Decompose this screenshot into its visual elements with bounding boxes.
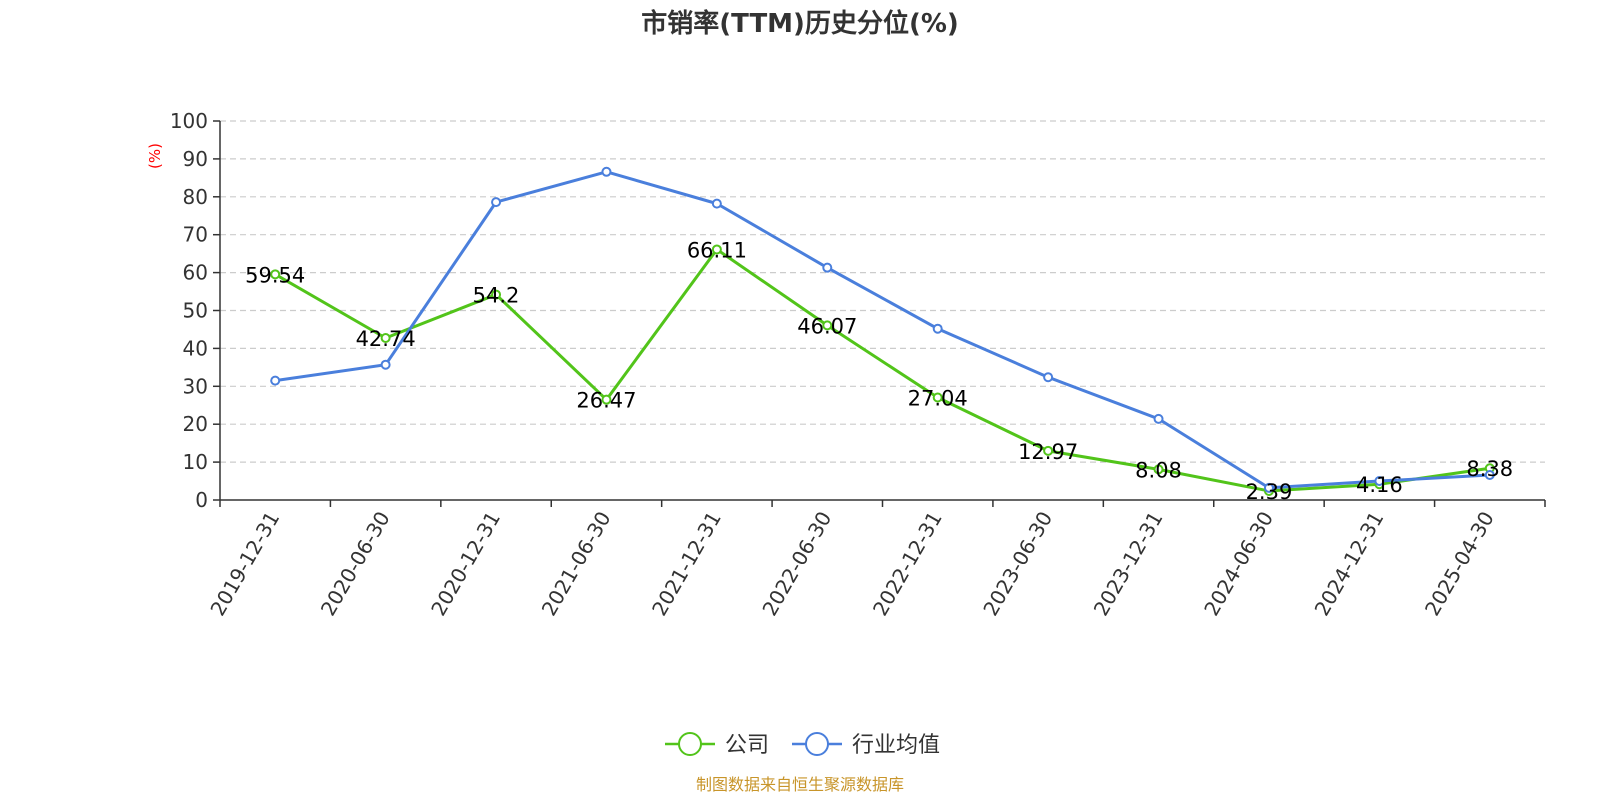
y-tick-label: 90 [183,147,208,171]
x-tick-label: 2024-12-31 [1310,507,1389,620]
data-point [1153,464,1164,475]
data-label: 54.2 [473,284,520,308]
source-note: 制图数据来自恒生聚源数据库 [696,775,904,794]
series-0 [270,244,1495,496]
series-line [274,247,1491,493]
data-label: 12.97 [1018,440,1078,464]
y-tick-label: 10 [183,450,208,474]
x-tick-label: 2019-12-31 [205,507,284,620]
legend-marker [805,732,829,756]
data-point [601,394,612,405]
data-point [932,323,943,334]
legend-item-1[interactable]: 行业均值 [792,732,940,758]
data-labels: 59.54 42.74 54.2 26.47 66.11 46.07 27.04 12.97 8… [245,238,1513,503]
x-tick-label: 2022-06-30 [757,507,836,620]
legend-label: 行业均值 [852,733,940,758]
data-point [932,392,943,403]
series-layer [270,166,1495,496]
grid-lines [220,120,1545,463]
data-label: 4.16 [1356,473,1403,497]
data-point [1153,413,1164,424]
data-point [380,333,391,344]
x-tick-label: 2021-12-31 [647,507,726,620]
x-tick-label: 2023-12-31 [1089,507,1168,620]
x-tick-label: 2024-06-30 [1199,507,1278,620]
x-tick-label: 2022-12-31 [868,507,947,620]
data-point [491,197,502,208]
y-tick-label: 40 [183,336,208,360]
chart-title: 市销率(TTM)历史分位(%) [641,8,959,39]
data-point [1043,445,1054,456]
x-tick-label: 2021-06-30 [537,507,616,620]
data-point [822,262,833,273]
series-1 [270,166,1495,493]
data-label: 46.07 [797,314,857,338]
data-point [491,289,502,300]
x-tick-label: 2020-12-31 [426,507,505,620]
data-point [711,198,722,209]
data-point [822,320,833,331]
data-point [1484,469,1495,480]
data-point [1043,372,1054,383]
axes: 0 10 20 30 40 50 60 70 80 90 100 2019-12-31 2020-06-… [170,109,1546,620]
data-label: 8.08 [1135,458,1182,482]
data-point [1374,476,1385,487]
data-label: 2.39 [1246,480,1293,504]
legend-item-0[interactable]: 公司 [665,732,769,758]
y-axis-unit-label: (%) [146,143,164,169]
x-tick-label: 2025-04-30 [1420,507,1499,620]
data-point [601,166,612,177]
x-tick-label: 2023-06-30 [978,507,1057,620]
y-tick-label: 60 [183,261,208,285]
legend[interactable]: 公司 行业均值 [665,732,940,758]
data-point [380,359,391,370]
data-label: 26.47 [576,389,636,413]
data-label: 42.74 [356,327,416,351]
data-point [270,375,281,386]
y-tick-label: 70 [183,223,208,247]
y-tick-label: 30 [183,374,208,398]
x-tick-label: 2020-06-30 [316,507,395,620]
y-tick-label: 50 [183,299,208,323]
data-point [1263,482,1274,493]
y-tick-label: 0 [195,488,208,512]
data-label: 27.04 [908,387,968,411]
data-point [270,269,281,280]
data-label: 66.11 [687,238,747,262]
legend-label: 公司 [725,733,769,758]
data-label: 59.54 [245,263,305,287]
legend-marker [678,732,702,756]
y-tick-label: 80 [183,185,208,209]
y-tick-label: 20 [183,412,208,436]
data-point [711,244,722,255]
data-label: 8.38 [1466,457,1513,481]
y-tick-label: 100 [170,109,208,133]
series-line [274,170,1490,490]
